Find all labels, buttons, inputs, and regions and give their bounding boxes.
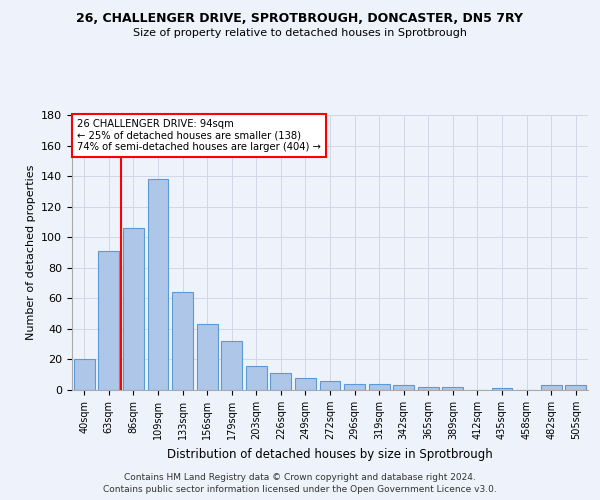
Text: 26, CHALLENGER DRIVE, SPROTBROUGH, DONCASTER, DN5 7RY: 26, CHALLENGER DRIVE, SPROTBROUGH, DONCA… <box>77 12 523 26</box>
Bar <box>442 387 463 390</box>
Bar <box>565 386 586 390</box>
Bar <box>491 388 512 390</box>
Bar <box>74 360 95 390</box>
Bar <box>123 228 144 390</box>
Bar <box>295 378 316 390</box>
Text: 26 CHALLENGER DRIVE: 94sqm
← 25% of detached houses are smaller (138)
74% of sem: 26 CHALLENGER DRIVE: 94sqm ← 25% of deta… <box>77 119 321 152</box>
Text: Contains public sector information licensed under the Open Government Licence v3: Contains public sector information licen… <box>103 485 497 494</box>
Bar <box>246 366 267 390</box>
Y-axis label: Number of detached properties: Number of detached properties <box>26 165 35 340</box>
Bar <box>197 324 218 390</box>
Bar <box>541 386 562 390</box>
Bar <box>271 373 292 390</box>
X-axis label: Distribution of detached houses by size in Sprotbrough: Distribution of detached houses by size … <box>167 448 493 460</box>
Bar <box>98 251 119 390</box>
Bar <box>172 292 193 390</box>
Text: Contains HM Land Registry data © Crown copyright and database right 2024.: Contains HM Land Registry data © Crown c… <box>124 472 476 482</box>
Bar <box>368 384 389 390</box>
Bar <box>418 387 439 390</box>
Bar <box>344 384 365 390</box>
Text: Size of property relative to detached houses in Sprotbrough: Size of property relative to detached ho… <box>133 28 467 38</box>
Bar <box>393 386 414 390</box>
Bar <box>148 179 169 390</box>
Bar <box>221 341 242 390</box>
Bar <box>320 381 340 390</box>
